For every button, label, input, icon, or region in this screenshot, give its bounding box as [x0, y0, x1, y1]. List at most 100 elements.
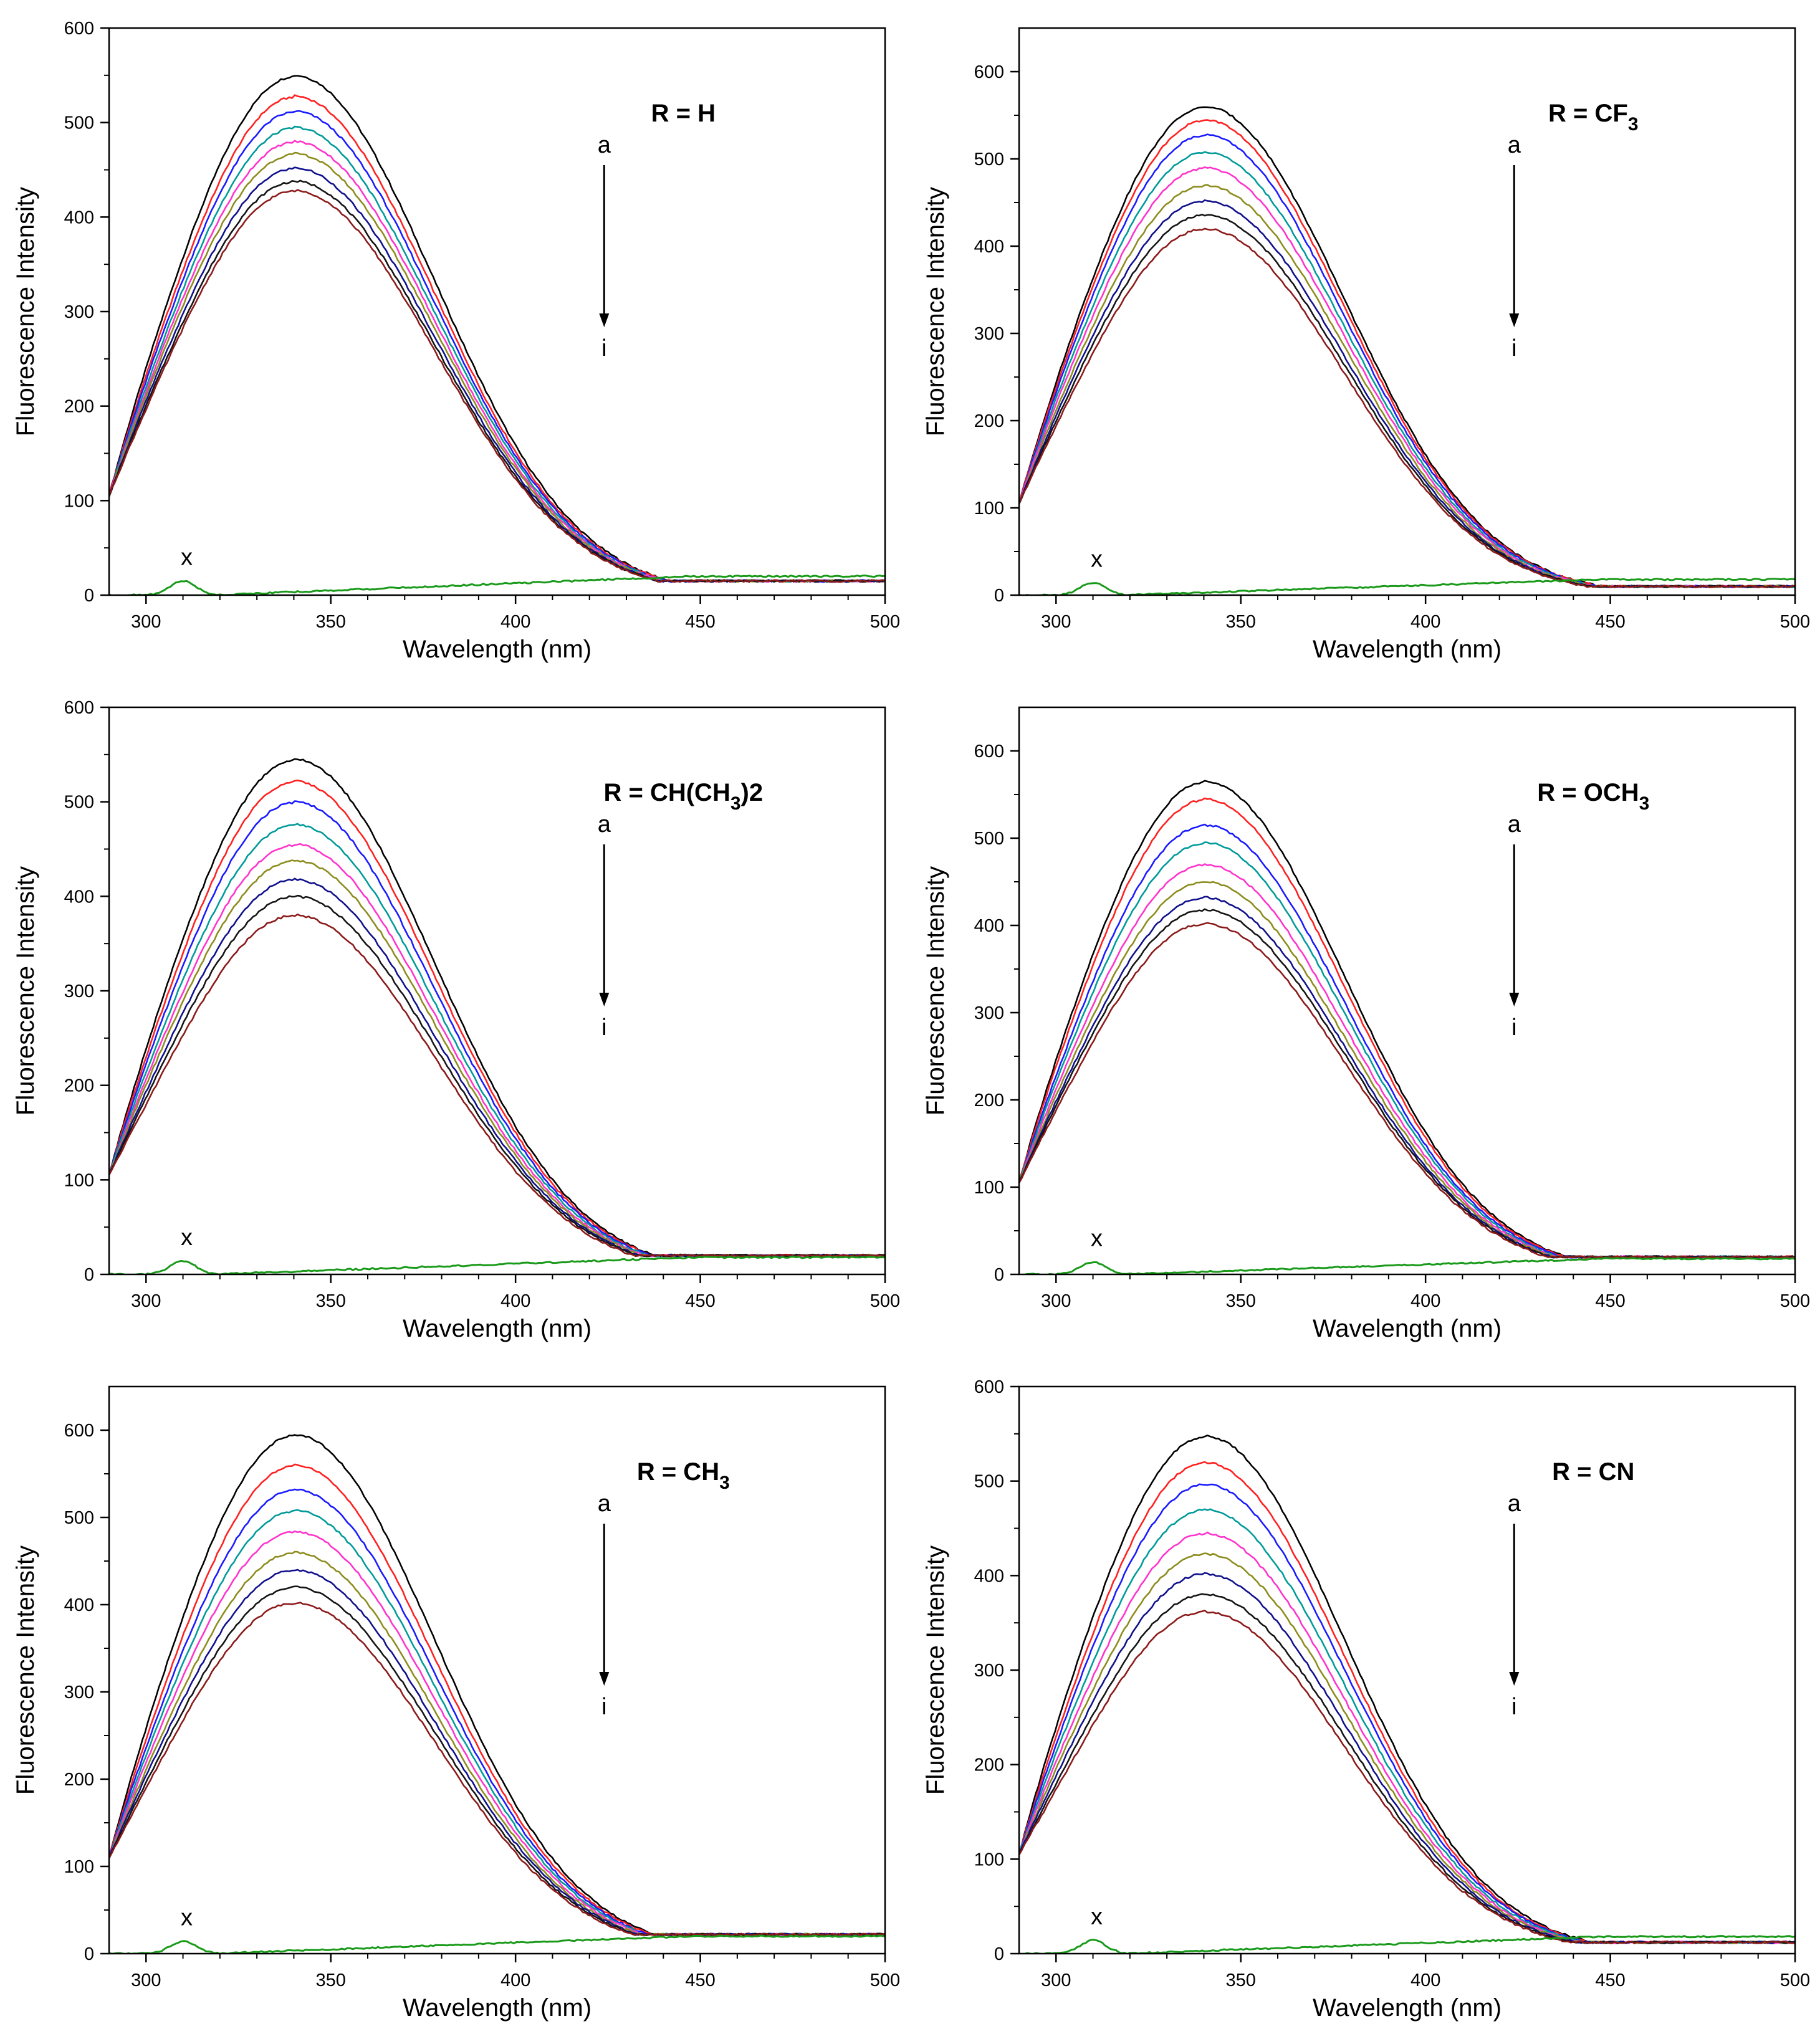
series-line-i — [1019, 922, 1795, 1259]
plot-frame — [108, 706, 886, 1276]
series-line-b — [109, 94, 885, 583]
chart-panel-r-ch3: 300 350 400 450 500 0 100 200 300 400 500 600 Wavele… — [0, 1359, 910, 2044]
x-tick-label: 450 — [685, 1291, 715, 1311]
plot-frame — [1018, 1385, 1796, 1955]
series-group — [1019, 780, 1795, 1274]
chart-svg: 300 350 400 450 500 0 100 200 300 400 500 600 Wavele… — [922, 27, 1810, 663]
y-tick-label: 200 — [974, 411, 1004, 431]
substituent-suffix: )2 — [741, 779, 764, 806]
x-tick-label: 350 — [316, 612, 346, 632]
series-line-c — [1019, 133, 1795, 588]
series-line-g — [1019, 1572, 1795, 1944]
series-line-b — [109, 780, 885, 1258]
x-tick-label: 400 — [501, 612, 530, 632]
plot-frame — [108, 27, 886, 596]
arrow-end-label: i — [1511, 335, 1516, 361]
y-tick-label: 500 — [64, 793, 94, 813]
y-axis-title: Fluorescence Intensity — [922, 187, 949, 436]
series-line-g — [109, 877, 885, 1258]
series-line-d — [109, 1509, 885, 1936]
x-tick-label: 300 — [1041, 612, 1071, 632]
series-line-g — [109, 166, 885, 583]
buffer-label: x — [181, 1225, 193, 1251]
y-tick-label: 100 — [974, 499, 1004, 518]
arrow-end-label: i — [601, 1694, 606, 1720]
series-line-f — [1019, 1552, 1795, 1944]
series-line-i — [109, 914, 885, 1258]
x-tick-label: 350 — [1226, 1291, 1256, 1311]
series-line-c — [109, 800, 885, 1258]
y-tick-label: 500 — [64, 113, 94, 133]
substituent-subscript: 3 — [1639, 793, 1650, 814]
y-tick-label: 200 — [64, 397, 94, 417]
chart-panel-r-cf3: 300 350 400 450 500 0 100 200 300 400 500 600 Wavele… — [910, 0, 1820, 679]
substituent-subscript: 3 — [730, 793, 741, 814]
series-line-h — [1019, 1593, 1795, 1944]
y-tick-label: 0 — [84, 1944, 94, 1964]
series-line-b — [1019, 119, 1795, 588]
series-line-d — [1019, 1508, 1795, 1944]
y-tick-label: 300 — [64, 302, 94, 322]
series-line-a — [109, 75, 885, 583]
y-tick-label: 0 — [84, 586, 94, 606]
y-tick-label: 600 — [64, 698, 94, 718]
y-tick-label: 500 — [974, 829, 1004, 849]
substituent-label: R = CH3 — [637, 1458, 730, 1493]
substituent-prefix: R = CF — [1548, 100, 1628, 127]
y-tick-label: 500 — [974, 150, 1004, 170]
substituent-label: R = CN — [1552, 1458, 1634, 1486]
series-line-e — [109, 140, 885, 583]
series-line-f — [109, 859, 885, 1258]
buffer-label: x — [1091, 1225, 1103, 1251]
series-line-x — [1019, 1935, 1795, 1954]
series-line-g — [1019, 199, 1795, 588]
x-tick-label: 300 — [131, 612, 161, 632]
chart-svg: 300 350 400 450 500 0 100 200 300 400 500 600 Wavele… — [12, 698, 900, 1342]
x-tick-label: 500 — [1780, 1291, 1810, 1311]
arrow-start-label: a — [598, 1491, 611, 1517]
x-tick-label: 300 — [1041, 1970, 1071, 1990]
series-line-g — [109, 1569, 885, 1936]
arrow-end-label: i — [1511, 1694, 1516, 1720]
x-tick-label: 450 — [685, 612, 715, 632]
chart-panel-r-h: 300 350 400 450 500 0 100 200 300 400 500 600 Wavele… — [0, 0, 910, 679]
x-tick-label: 300 — [131, 1970, 161, 1990]
y-tick-label: 0 — [994, 586, 1004, 606]
x-tick-label: 400 — [501, 1970, 530, 1990]
x-tick-label: 350 — [1226, 1970, 1256, 1990]
y-tick-label: 200 — [974, 1755, 1004, 1775]
series-group — [109, 758, 885, 1274]
y-tick-label: 600 — [974, 62, 1004, 82]
substituent-label: R = CH(CH3)2 — [603, 779, 763, 814]
series-line-e — [109, 843, 885, 1258]
plot-frame — [1018, 27, 1796, 596]
series-line-c — [1019, 1483, 1795, 1944]
series-line-h — [1019, 908, 1795, 1259]
y-tick-label: 100 — [974, 1850, 1004, 1870]
series-line-c — [109, 110, 885, 583]
x-axis-title: Wavelength (nm) — [403, 636, 592, 663]
y-tick-label: 600 — [64, 1421, 94, 1441]
x-tick-label: 500 — [1780, 612, 1810, 632]
substituent-label: R = H — [651, 100, 716, 127]
series-line-h — [109, 1585, 885, 1936]
series-line-x — [109, 575, 885, 595]
y-tick-label: 400 — [64, 1595, 94, 1615]
y-tick-label: 400 — [64, 887, 94, 907]
x-axis-title: Wavelength (nm) — [1313, 1315, 1502, 1342]
series-line-e — [1019, 1531, 1795, 1944]
x-tick-label: 500 — [870, 1970, 900, 1990]
y-tick-label: 300 — [974, 1661, 1004, 1681]
x-tick-label: 500 — [1780, 1970, 1810, 1990]
y-axis-title: Fluorescence Intensity — [12, 866, 39, 1115]
arrow-start-label: a — [598, 811, 611, 838]
series-group — [1019, 1435, 1795, 1954]
trend-arrow-head — [599, 993, 610, 1006]
chart-panel-r-cn: 300 350 400 450 500 0 100 200 300 400 500 600 Wavele… — [910, 1359, 1820, 2044]
y-tick-label: 100 — [974, 1178, 1004, 1198]
chart-panel-r-ch-ch3-2: 300 350 400 450 500 0 100 200 300 400 500 600 Wavele… — [0, 679, 910, 1359]
x-tick-label: 300 — [1041, 1291, 1071, 1311]
y-tick-label: 100 — [64, 1857, 94, 1877]
substituent-subscript: 3 — [1628, 114, 1639, 135]
